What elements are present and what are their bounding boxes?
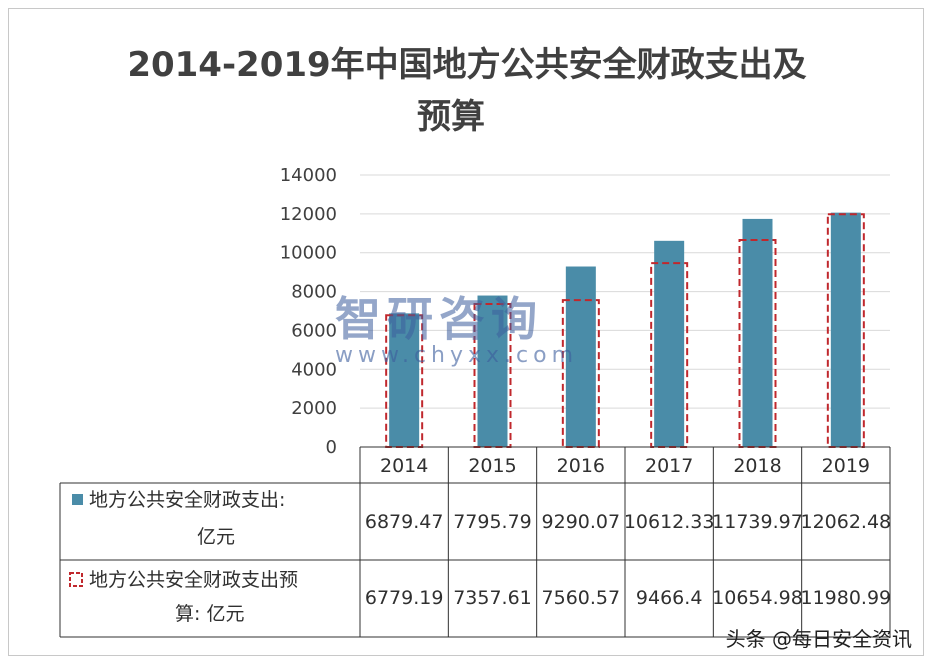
x-tick-label: 2019	[822, 455, 870, 477]
data-label: 10612.33	[624, 511, 715, 533]
y-tick-label: 0	[326, 437, 337, 458]
y-tick-label: 10000	[280, 243, 337, 264]
data-label: 9290.07	[542, 511, 621, 533]
x-tick-label: 2017	[645, 455, 693, 477]
chart-title: 2014-2019年中国地方公共安全财政支出及	[127, 45, 807, 85]
bar-actual	[389, 313, 420, 447]
data-label: 12062.48	[800, 511, 891, 533]
legend-key-budget	[69, 572, 83, 587]
y-tick-label: 12000	[280, 204, 337, 225]
x-tick-label: 2018	[733, 455, 781, 477]
bar-actual	[654, 240, 685, 447]
bar-actual	[830, 212, 861, 447]
y-tick-label: 4000	[291, 359, 337, 380]
legend-label-budget-unit: 算: 亿元	[175, 603, 244, 625]
y-tick-label: 8000	[291, 282, 337, 303]
data-label: 6879.47	[365, 511, 444, 533]
watermark-url: www.chyxx.com	[335, 343, 579, 368]
y-tick-label: 6000	[291, 320, 337, 341]
bar-budget	[473, 303, 512, 448]
bar-actual	[565, 266, 596, 447]
x-tick-label: 2014	[380, 455, 428, 477]
data-label: 7795.79	[453, 511, 532, 533]
data-label: 6779.19	[365, 587, 444, 609]
data-label: 7560.57	[542, 587, 621, 609]
bar-budget	[385, 314, 424, 448]
footer-credit: 头条 @每日安全资讯	[725, 627, 912, 651]
watermark-logo: 智研咨询	[335, 292, 543, 346]
legend-label-budget: 地方公共安全财政支出预	[89, 569, 298, 591]
bar-actual	[477, 295, 508, 447]
bar-actual	[742, 218, 773, 447]
bar-budget	[738, 238, 777, 448]
data-label: 7357.61	[453, 587, 532, 609]
data-label: 11980.99	[800, 587, 891, 609]
y-tick-label: 14000	[280, 165, 337, 186]
x-tick-label: 2016	[557, 455, 605, 477]
x-tick-label: 2015	[468, 455, 516, 477]
legend-label-actual-unit: 亿元	[197, 526, 235, 548]
y-tick-label: 2000	[291, 398, 337, 419]
legend-label-actual: 地方公共安全财政支出:	[89, 489, 285, 511]
data-label: 11739.97	[712, 511, 803, 533]
chart-title-line2: 预算	[417, 97, 485, 137]
legend-key-actual	[72, 494, 83, 505]
data-label: 9466.4	[636, 587, 702, 609]
data-label: 10654.98	[712, 587, 803, 609]
